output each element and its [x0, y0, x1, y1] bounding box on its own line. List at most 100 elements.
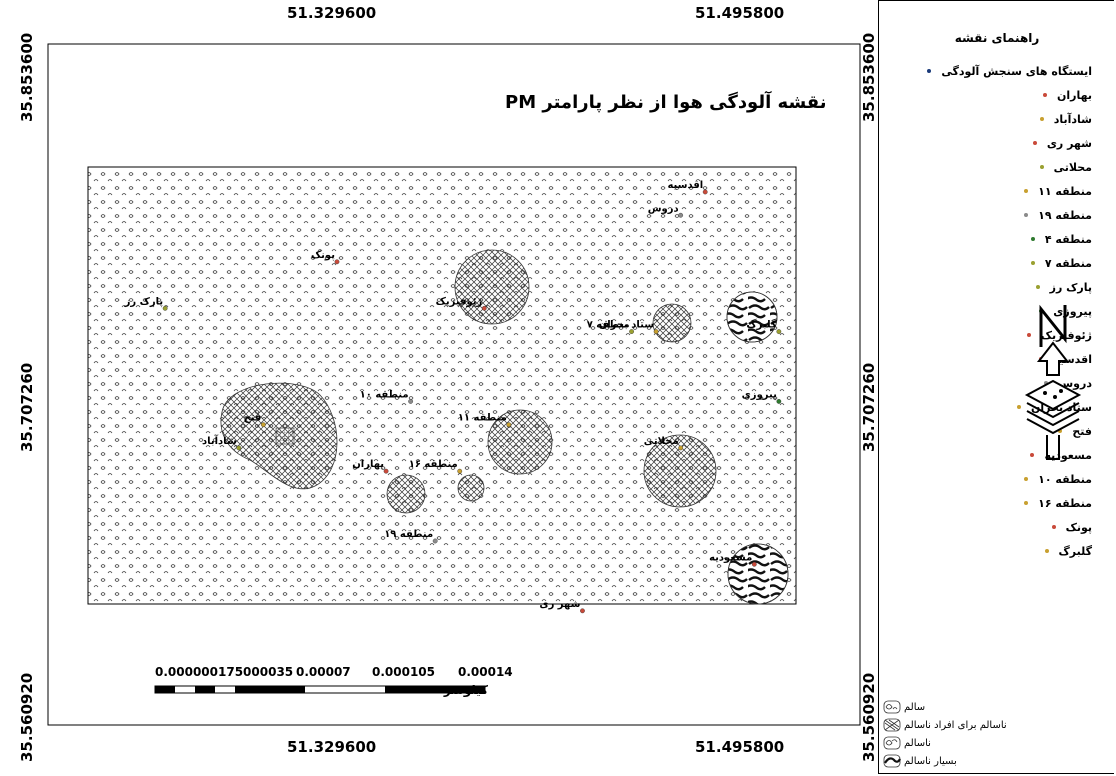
station-label: ژئوفیزیک	[436, 296, 483, 307]
legend-item-label: شادآباد	[1053, 112, 1092, 126]
legend-item: گلبرگ	[883, 543, 1092, 559]
station-marker[interactable]	[776, 329, 782, 334]
zone-fath-grid	[275, 427, 295, 445]
lat-label-left-mid: 35.707260	[18, 362, 36, 452]
scale-unit: کیلومتر	[443, 683, 488, 698]
legend-category-label: بسیار ناسالم	[904, 755, 957, 767]
station-marker[interactable]	[580, 608, 585, 614]
station-marker[interactable]	[481, 305, 487, 311]
legend-marker-icon	[1051, 525, 1056, 529]
station-marker[interactable]	[383, 468, 389, 474]
station-label: پارک رز	[124, 296, 164, 307]
lat-label-right-bottom: 35.560920	[860, 672, 878, 762]
lat-label-right-mid: 35.707260	[860, 362, 878, 452]
legend-marker-icon	[1024, 501, 1029, 505]
station-label: منطقه ۱۹	[384, 529, 433, 540]
legend-marker-icon	[1044, 549, 1049, 553]
scale-tick-0: 0.000000175000035	[155, 665, 293, 679]
station-marker[interactable]	[432, 538, 438, 544]
legend-category: ناسالم	[883, 736, 931, 750]
station-label: مسعودیه	[709, 552, 752, 563]
lat-label-left-top: 35.853600	[18, 32, 36, 122]
legend-item-label: فتح	[1072, 424, 1092, 438]
legend-marker-icon	[1024, 213, 1029, 217]
legend-swatch-icon	[883, 700, 901, 714]
lat-label-left-bottom: 35.560920	[18, 672, 36, 762]
legend-item-label: دروس	[1058, 376, 1092, 390]
legend-item-label: منطقه ۴	[1044, 232, 1092, 246]
station-label: اقدسیه	[667, 180, 703, 191]
station-label: منطقه ۷	[587, 320, 630, 331]
zone-geophysics	[454, 249, 530, 325]
station-label: شادآباد	[202, 434, 237, 447]
station-label: ستاد بحران	[599, 320, 655, 331]
station-marker[interactable]	[629, 329, 634, 334]
scale-tick-1: 0.00007	[296, 665, 351, 679]
legend-marker-icon	[1039, 117, 1044, 121]
legend-item-label: محلاتی	[1053, 160, 1092, 174]
legend-item: شهر ری	[883, 135, 1092, 151]
legend-item: منطقه ۷	[883, 255, 1092, 271]
legend-category: سالم	[883, 700, 925, 714]
legend-category-label: ناسالم	[904, 737, 931, 749]
station-marker[interactable]	[260, 422, 266, 428]
station-marker[interactable]	[751, 561, 757, 567]
lon-label-bottom-right: 51.495800	[695, 738, 785, 756]
legend-item-label: شهر ری	[1046, 136, 1092, 150]
legend-marker-icon	[1042, 93, 1047, 97]
zone-district-11	[487, 409, 553, 475]
zone-district-16	[457, 474, 485, 502]
scale-bar: 0.000000175000035 0.00007 0.000105 0.000…	[154, 665, 513, 698]
station-label: منطقه ۱۰	[360, 389, 409, 400]
zone-mahallati	[643, 434, 717, 508]
station-marker[interactable]	[776, 398, 782, 404]
legend-marker-icon	[1044, 381, 1048, 385]
station-marker[interactable]	[506, 422, 512, 428]
station-marker[interactable]	[678, 212, 684, 218]
legend-swatch-icon	[883, 736, 901, 750]
station-marker[interactable]	[162, 305, 168, 311]
legend-item: منطقه ۱۰	[883, 471, 1092, 487]
station-marker[interactable]	[653, 329, 659, 334]
zone-district-7	[652, 303, 692, 343]
legend-item: بهاران	[883, 87, 1092, 103]
zone-baharan	[386, 474, 426, 514]
station-label: منطقه ۱۶	[409, 459, 458, 470]
lat-label-right-top: 35.853600	[860, 32, 878, 122]
legend-category: ناسالم برای افراد ناسالم	[883, 718, 1007, 732]
station-label: دروس	[648, 203, 679, 214]
station-marker[interactable]	[678, 445, 684, 451]
legend-item: منطقه ۴	[883, 231, 1092, 247]
legend-category-label: سالم	[904, 701, 926, 713]
station-label: محلاتی	[644, 436, 679, 447]
zone-golbarg-fill	[726, 291, 778, 343]
legend-item-label: منطقه ۷	[1044, 256, 1092, 270]
station-marker[interactable]	[457, 468, 463, 474]
map-canvas: اقدسیه دروس پونک پارک رز ژئوفیزیک منطقه ۷ستاد…	[47, 43, 861, 726]
zone-masoudieh-fill	[727, 543, 789, 605]
legend-item-label: پارک رز	[1049, 280, 1092, 294]
lon-label-top-left: 51.329600	[287, 4, 377, 22]
legend-swatch-icon	[883, 754, 901, 768]
station-label: فتح	[243, 413, 261, 424]
legend-item-label: منطقه ۱۰	[1038, 472, 1092, 486]
legend-item-label: منطقه ۱۱	[1038, 184, 1092, 198]
station-marker[interactable]	[702, 189, 708, 195]
station-marker[interactable]	[408, 398, 414, 404]
legend-item: دروس	[883, 375, 1092, 391]
pollution-zones	[220, 249, 789, 605]
station-label: پونک	[311, 250, 335, 261]
station-label: گلبرگ	[746, 318, 777, 331]
lon-label-bottom-left: 51.329600	[287, 738, 377, 756]
station-label: پیروزی	[742, 389, 777, 400]
legend-marker-icon	[1032, 141, 1037, 145]
legend-item-label: گلبرگ	[1058, 544, 1092, 558]
legend-item-label: بهاران	[1056, 88, 1092, 102]
legend-marker-icon	[1030, 453, 1035, 457]
station-marker[interactable]	[334, 259, 340, 265]
legend-swatch-icon	[883, 718, 901, 732]
station-label: منطقه ۱۱	[458, 413, 507, 424]
station-marker[interactable]	[236, 445, 242, 451]
legend-item: ایستگاه های سنجش آلودگی	[883, 63, 1092, 79]
